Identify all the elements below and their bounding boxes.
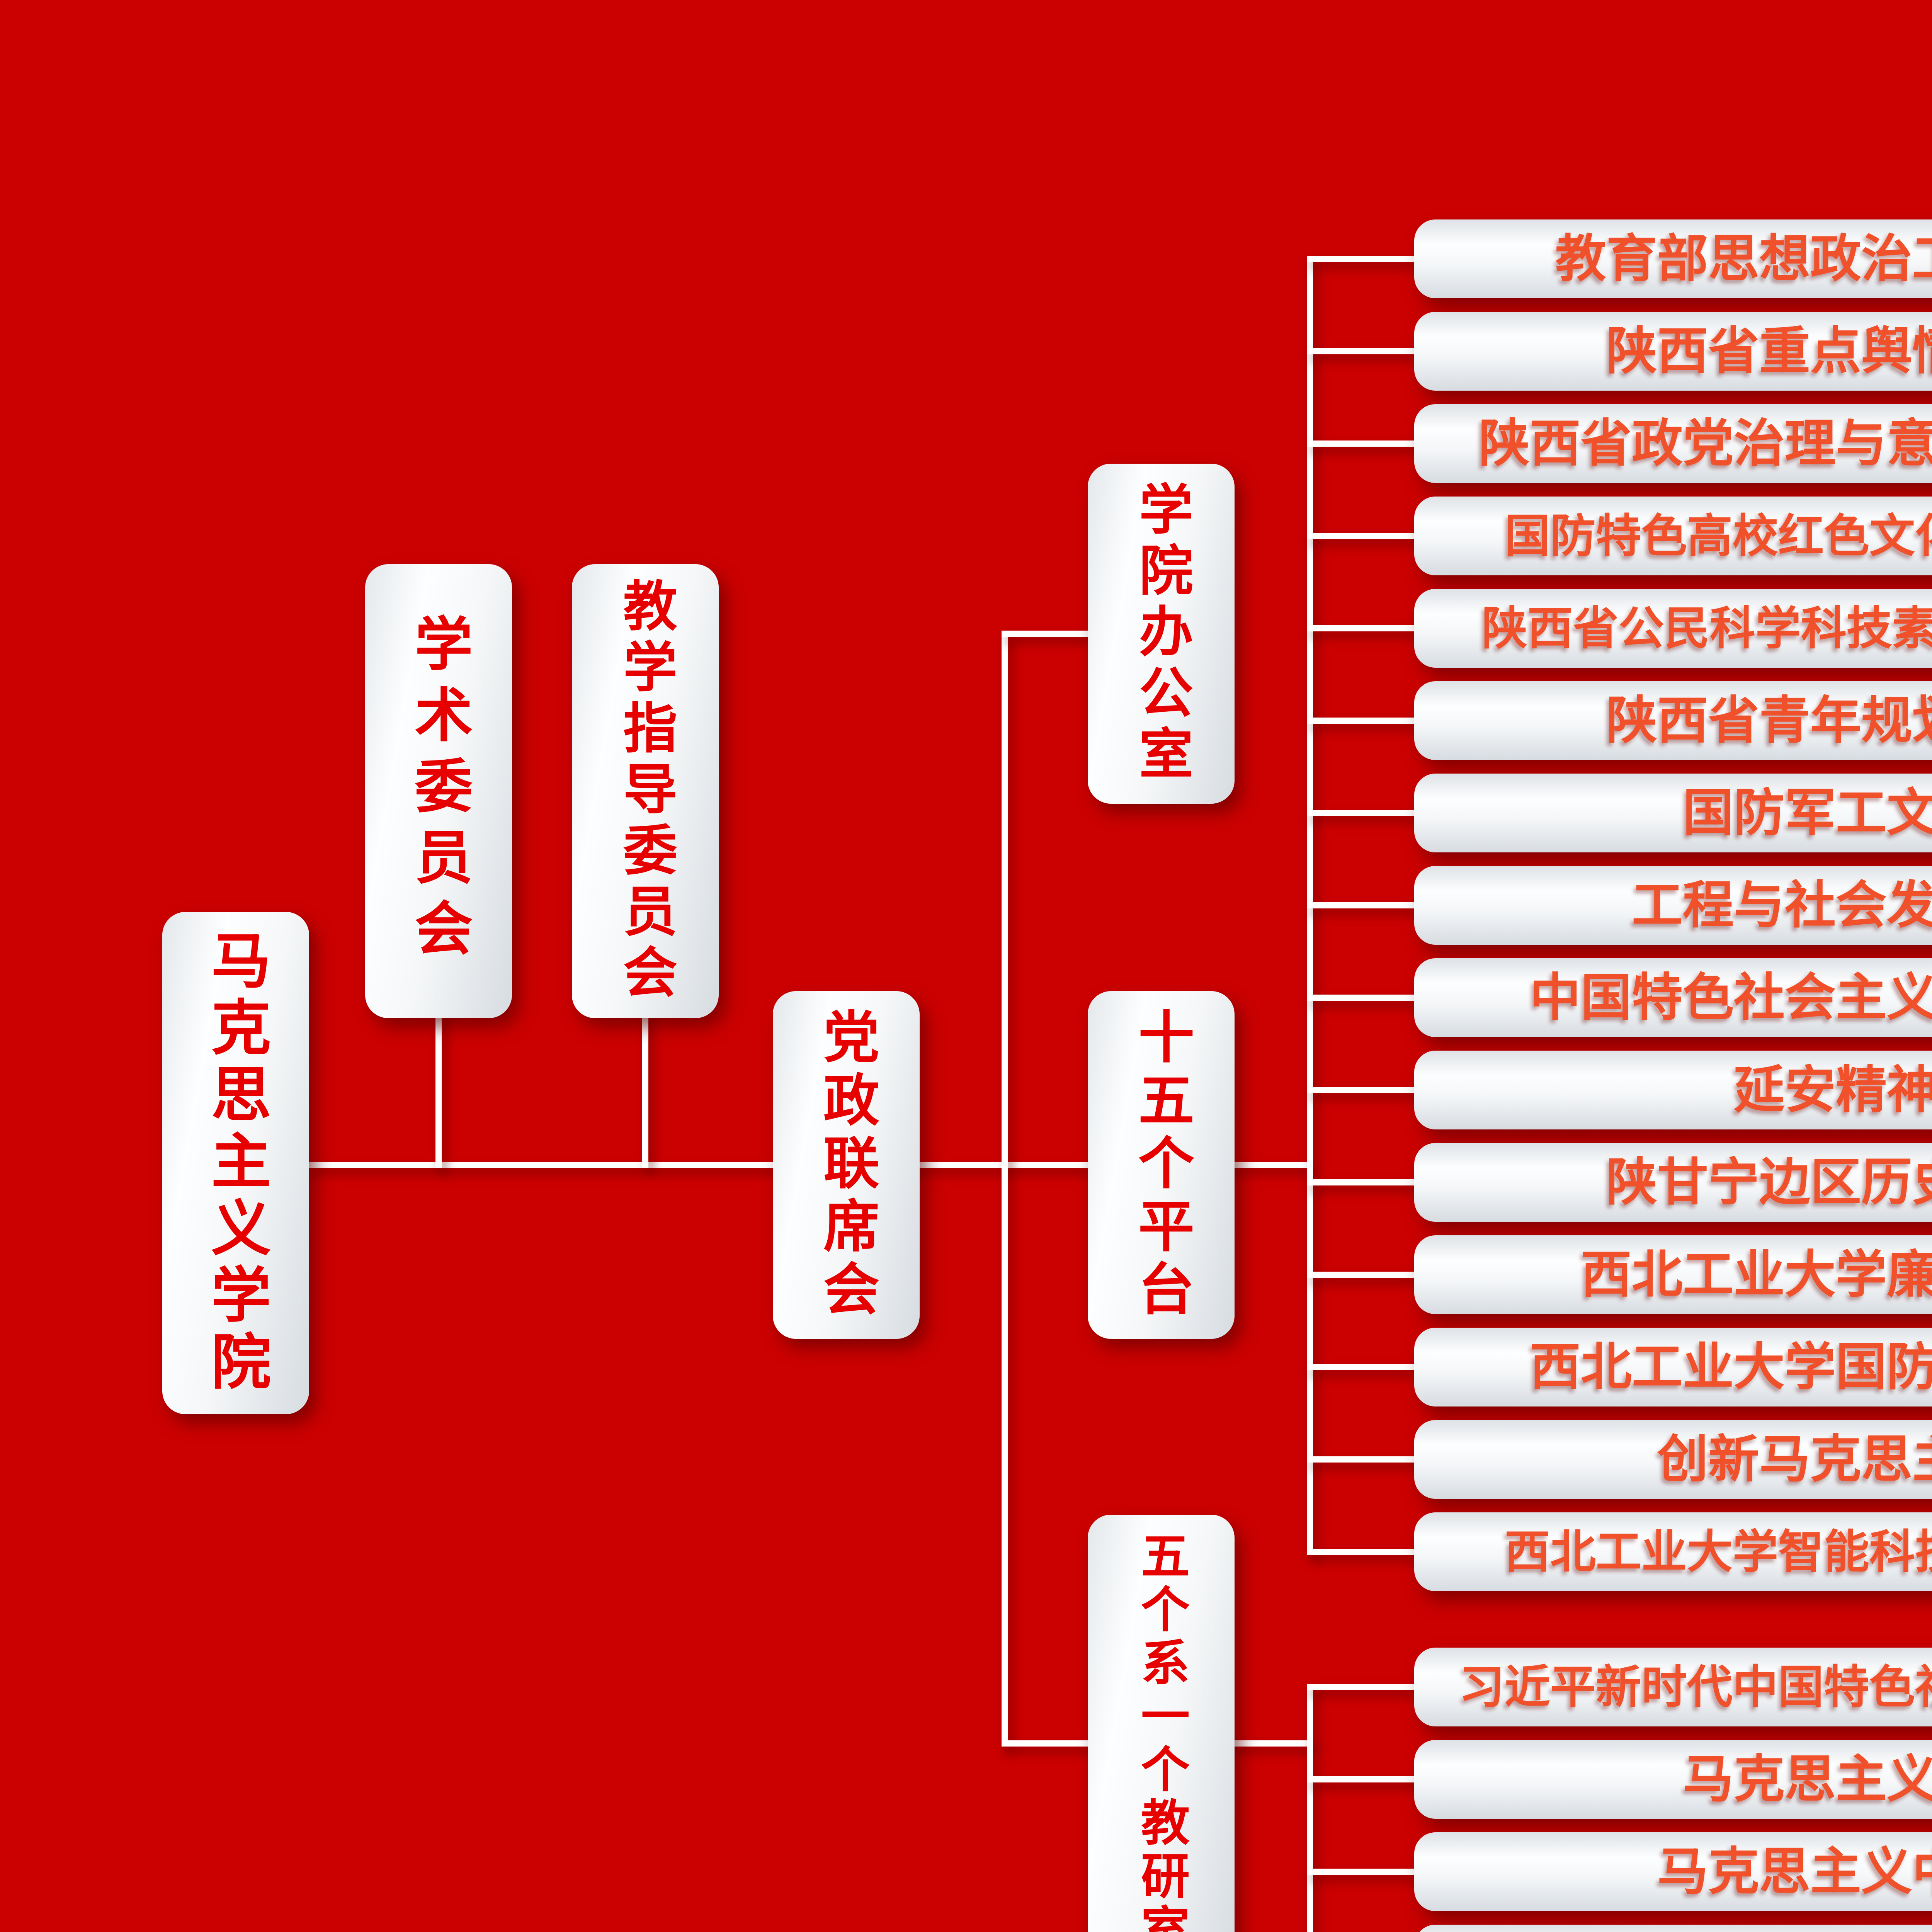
- platform-box-label: 中国特色社会主义理论体系研究中心: [1530, 968, 1932, 1027]
- connector-office-branch: [1002, 631, 1102, 637]
- platform-box-stub: [1307, 1456, 1418, 1463]
- platform-box-stub: [1307, 1087, 1418, 1093]
- platform-box-stub: [1307, 1549, 1418, 1555]
- node-college-office: 学院办公室: [1088, 464, 1235, 804]
- department-box-stub: [1307, 1776, 1418, 1782]
- platform-box-label: 陕西省重点舆情信息研究中心: [1606, 321, 1932, 381]
- department-box-label: 马克思主义基本原理系: [1683, 1750, 1932, 1809]
- department-box-label: 马克思主义中国化研究系: [1657, 1842, 1932, 1901]
- platform-box-label: 陕甘宁边区历史文化研究中心: [1606, 1153, 1932, 1212]
- department-box-stub: [1307, 1869, 1418, 1875]
- platform-box: 延安精神研究中心: [1414, 1051, 1932, 1129]
- platform-box-label: 延安精神研究中心: [1734, 1060, 1932, 1120]
- node-college-office-label: 学院办公室: [1130, 481, 1193, 786]
- platform-box: 西北工业大学国防创新理论研究中心: [1414, 1328, 1932, 1406]
- department-box: 思想政治教育系: [1414, 1925, 1932, 1932]
- platform-box: 陕甘宁边区历史文化研究中心: [1414, 1143, 1932, 1222]
- platform-box-label: 西北工业大学国防创新理论研究中心: [1530, 1337, 1932, 1397]
- node-academic-committee: 学术委员会: [365, 564, 512, 1018]
- department-box: 马克思主义基本原理系: [1414, 1740, 1932, 1819]
- platform-box: 创新马克思主义研究中心: [1414, 1420, 1932, 1499]
- department-box: 习近平新时代中国特色社会主义思想概论教研室: [1414, 1648, 1932, 1726]
- connector-academic-stub: [435, 997, 442, 1168]
- node-school-of-marxism-label: 马克思主义学院: [201, 929, 271, 1397]
- platform-box-stub: [1307, 533, 1418, 539]
- platform-box-label: 西北工业大学廉政治理研究中心: [1581, 1245, 1932, 1304]
- platform-box-label: 国防军工文化科普基地: [1683, 783, 1932, 843]
- platform-box-label: 陕西省青年规划发展研究中心: [1606, 691, 1932, 750]
- node-five-departments-one-teaching-office-label: 五个系一个教研室: [1133, 1530, 1190, 1932]
- department-box: 马克思主义中国化研究系: [1414, 1832, 1932, 1911]
- platform-box-stub: [1307, 1179, 1418, 1185]
- platform-box: 中国特色社会主义理论体系研究中心: [1414, 958, 1932, 1037]
- platform-box: 国防军工文化科普基地: [1414, 774, 1932, 852]
- connector-departments-trunk: [1307, 1684, 1313, 1932]
- platform-box-label: 陕西省公民科学科技素质与社会治理研究中心: [1481, 602, 1932, 655]
- platform-box-stub: [1307, 440, 1418, 447]
- node-fifteen-platforms-label: 十五个平台: [1128, 1007, 1194, 1323]
- platform-box: 教育部思想政治工作创新发展中心: [1414, 219, 1932, 298]
- platform-box: 工程与社会发展专业委员会: [1414, 866, 1932, 945]
- platform-box: 西北工业大学智能科技与国家治理研究中心: [1414, 1512, 1932, 1591]
- platform-box: 陕西省重点舆情信息研究中心: [1414, 312, 1932, 391]
- platform-box: 陕西省公民科学科技素质与社会治理研究中心: [1414, 589, 1932, 668]
- platform-box-label: 创新马克思主义研究中心: [1657, 1430, 1932, 1489]
- connector-middle-trunk: [1002, 631, 1008, 1747]
- platform-box-label: 教育部思想政治工作创新发展中心: [1555, 229, 1932, 289]
- platform-box-stub: [1307, 1364, 1418, 1370]
- connector-teaching-stub: [642, 997, 648, 1168]
- department-box-stub: [1307, 1684, 1418, 1690]
- platform-box-stub: [1307, 348, 1418, 354]
- platform-box-label: 工程与社会发展专业委员会: [1632, 876, 1932, 935]
- node-teaching-guidance-committee-label: 教学指导委员会: [614, 577, 677, 1005]
- node-fifteen-platforms: 十五个平台: [1088, 991, 1235, 1339]
- node-academic-committee-label: 学术委员会: [405, 613, 472, 969]
- platform-box-label: 陕西省政党治理与意识形态安全研究基地: [1479, 414, 1932, 473]
- node-teaching-guidance-committee: 教学指导委员会: [572, 564, 719, 1018]
- node-party-government-joint-meeting: 党政联席会: [773, 991, 920, 1339]
- platform-box: 国防特色高校红色文化传承与创新研究中心: [1414, 497, 1932, 575]
- node-party-government-joint-meeting-label: 党政联席会: [813, 1007, 879, 1323]
- platform-box-stub: [1307, 1272, 1418, 1278]
- platform-box-stub: [1307, 995, 1418, 1001]
- platform-box-label: 西北工业大学智能科技与国家治理研究中心: [1504, 1525, 1932, 1578]
- platform-box-stub: [1307, 718, 1418, 724]
- node-school-of-marxism: 马克思主义学院: [162, 912, 309, 1414]
- platform-box-stub: [1307, 902, 1418, 908]
- platform-box: 陕西省政党治理与意识形态安全研究基地: [1414, 404, 1932, 483]
- platform-box: 西北工业大学廉政治理研究中心: [1414, 1235, 1932, 1314]
- platform-box: 陕西省青年规划发展研究中心: [1414, 681, 1932, 760]
- node-five-departments-one-teaching-office: 五个系一个教研室: [1088, 1515, 1235, 1932]
- platform-box-stub: [1307, 810, 1418, 816]
- platform-box-label: 国防特色高校红色文化传承与创新研究中心: [1504, 509, 1932, 563]
- platform-box-stub: [1307, 256, 1418, 262]
- department-box-label: 习近平新时代中国特色社会主义思想概论教研室: [1459, 1660, 1932, 1714]
- platform-box-stub: [1307, 625, 1418, 631]
